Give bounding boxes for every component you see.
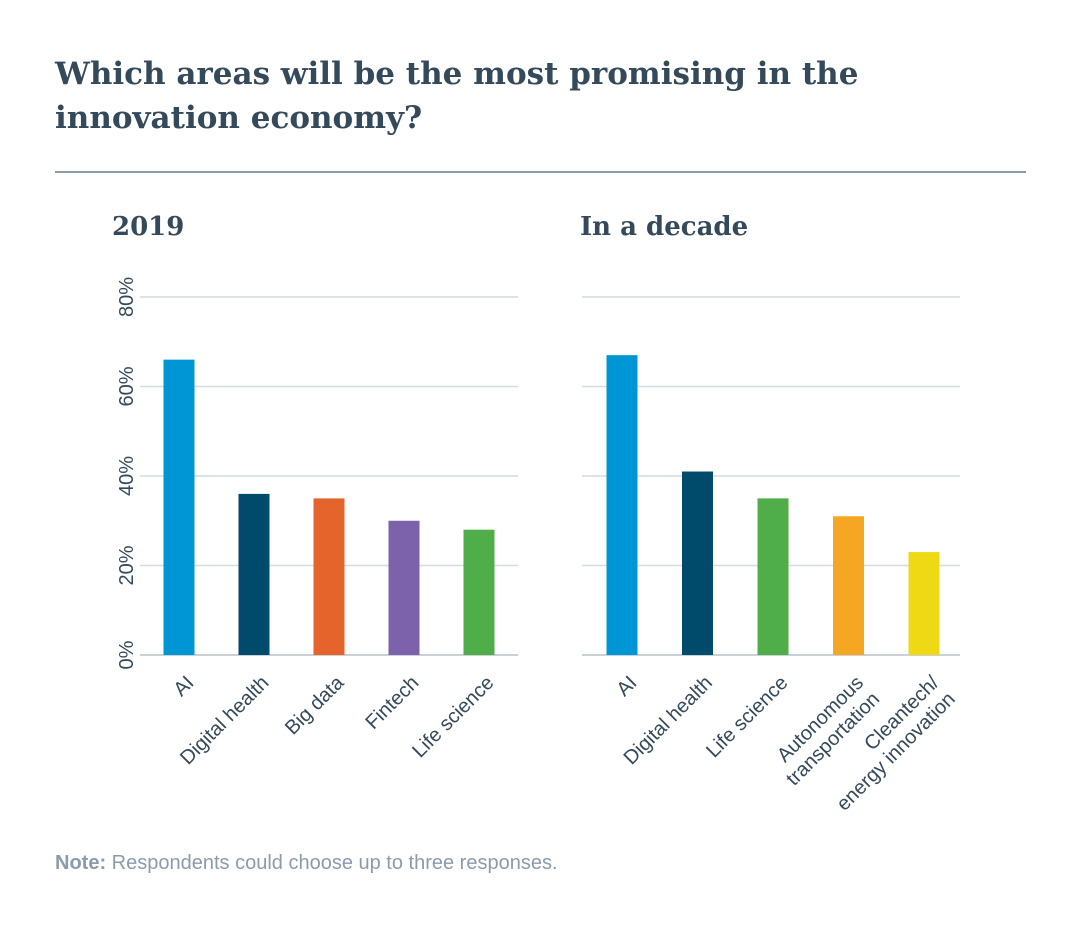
bar-decade-life-science bbox=[757, 498, 789, 655]
bar-2019-fintech bbox=[388, 520, 420, 655]
footnote-label: Note: bbox=[55, 852, 107, 874]
x-tick-label: AI bbox=[613, 672, 642, 701]
y-tick-label: 60% bbox=[116, 366, 138, 406]
y-tick-label: 0% bbox=[116, 640, 138, 669]
y-tick-label: 80% bbox=[116, 277, 138, 317]
bar-decade-digital-health bbox=[682, 471, 713, 655]
bar-2019-digital-health bbox=[238, 493, 270, 655]
bar-2019-life-science bbox=[463, 529, 495, 655]
bar-decade-cleantech-energy-innovation bbox=[908, 552, 940, 655]
chart-title: Which areas will be the most promising i… bbox=[55, 56, 859, 136]
x-tick-label: Fintech bbox=[361, 672, 423, 734]
footnote: Note: Respondents could choose up to thr… bbox=[55, 852, 558, 875]
panel-title-decade: In a decade bbox=[580, 212, 749, 242]
y-tick-label: 40% bbox=[116, 456, 138, 496]
x-tick-label: Life science bbox=[408, 672, 498, 762]
x-tick-label: Big data bbox=[281, 671, 349, 739]
bar-decade-autonomous-transportation bbox=[833, 516, 864, 655]
x-tick-label: AI bbox=[170, 672, 199, 701]
bar-2019-big-data bbox=[313, 498, 345, 655]
panel-title-2019: 2019 bbox=[112, 212, 185, 242]
bar-decade-ai bbox=[606, 355, 638, 655]
footnote-text: Respondents could choose up to three res… bbox=[106, 852, 558, 874]
title-divider bbox=[55, 171, 1026, 173]
y-tick-label: 20% bbox=[116, 545, 138, 585]
bar-2019-ai bbox=[163, 359, 195, 655]
